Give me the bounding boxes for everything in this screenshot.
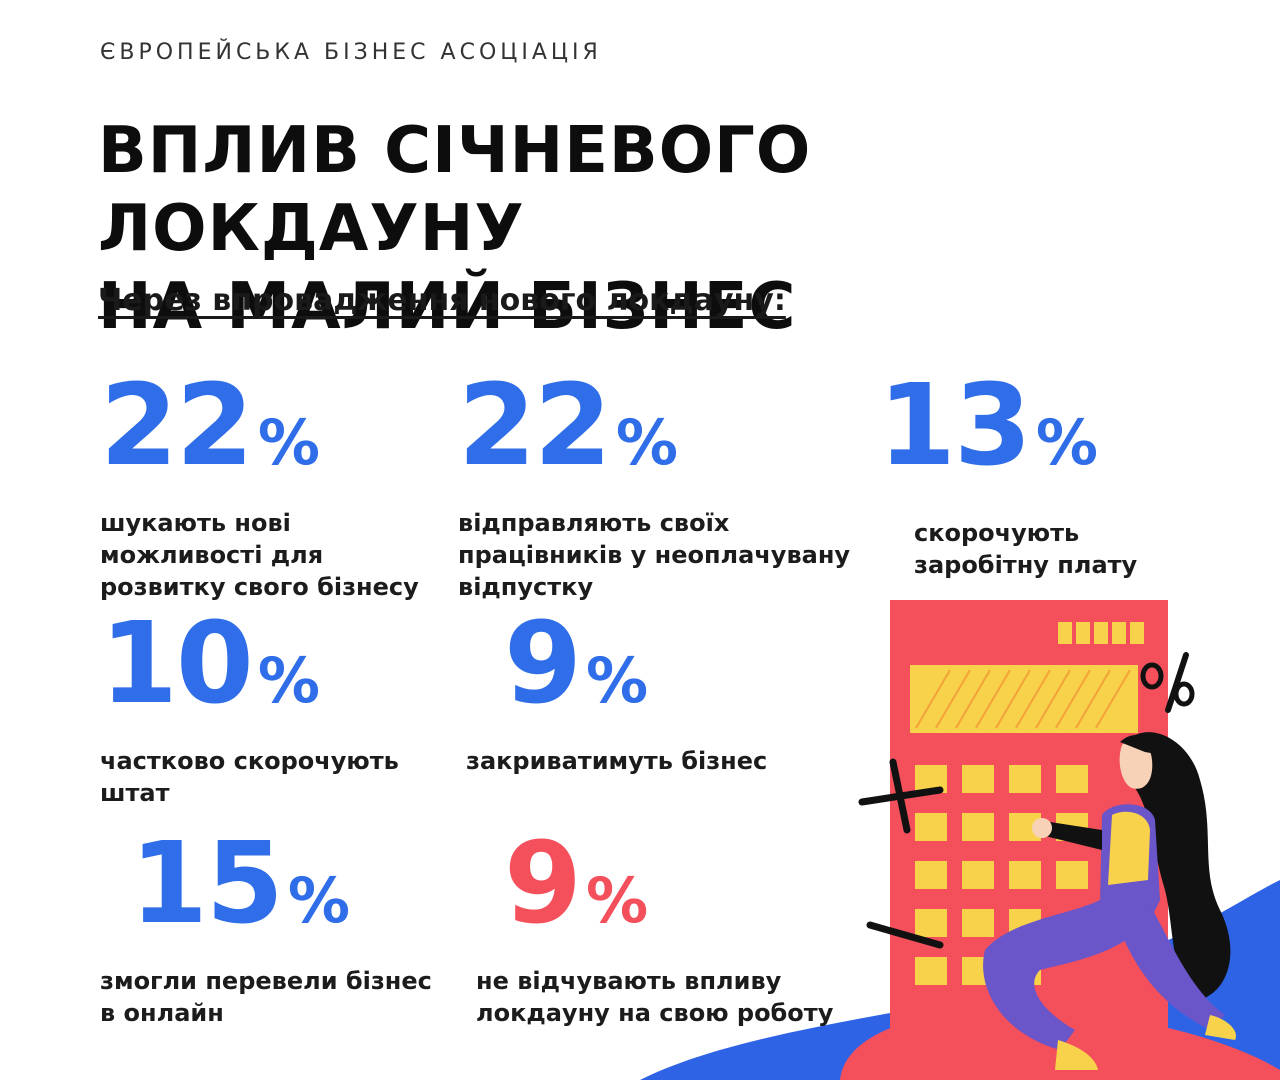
organization-name: ЄВРОПЕЙСЬКА БІЗНЕС АСОЦІАЦІЯ bbox=[100, 40, 602, 65]
stat-value: 22% bbox=[458, 370, 850, 499]
stat-number: 22 bbox=[458, 361, 612, 491]
stat-description-line: штат bbox=[100, 779, 170, 807]
stat-description-line: розвитку свого бізнесу bbox=[100, 573, 419, 601]
stat-number: 9 bbox=[504, 599, 582, 729]
stat-value: 9% bbox=[504, 608, 767, 737]
stat-no-impact: 9% не відчувають впливу локдауну на свою… bbox=[476, 828, 833, 1029]
stat-unit: % bbox=[257, 644, 320, 717]
woman-figure-icon bbox=[983, 732, 1236, 1070]
subtitle: Через впровадження нового локдауну: bbox=[98, 283, 786, 318]
stat-description-line: відправляють своїх bbox=[458, 509, 730, 537]
stat-description-line: заробітну плату bbox=[914, 551, 1138, 579]
stat-value: 22% bbox=[100, 370, 419, 499]
stat-number: 22 bbox=[100, 361, 254, 491]
stat-description-line: відпустку bbox=[458, 573, 594, 601]
stat-description: закриватимуть бізнес bbox=[466, 745, 767, 777]
stat-description: частково скорочують штат bbox=[100, 745, 399, 809]
stat-description-line: шукають нові bbox=[100, 509, 291, 537]
stat-description: шукають нові можливості для розвитку сво… bbox=[100, 507, 419, 603]
percent-sign-icon bbox=[1140, 652, 1195, 713]
stat-description-line: локдауну на свою роботу bbox=[476, 999, 834, 1027]
stat-salary-cuts: 13% скорочують заробітну плату bbox=[878, 370, 1137, 581]
stat-new-opportunities: 22% шукають нові можливості для розвитку… bbox=[100, 370, 419, 603]
stat-description-line: працівників у неоплачувану bbox=[458, 541, 851, 569]
stat-value: 10% bbox=[100, 608, 399, 737]
stat-description: не відчувають впливу локдауну на свою ро… bbox=[476, 965, 833, 1029]
stat-unit: % bbox=[287, 864, 350, 937]
page-title: ВПЛИВ СІЧНЕВОГО ЛОКДАУНУ НА МАЛИЙ БІЗНЕС bbox=[98, 112, 1248, 346]
stat-closing-business: 9% закриватимуть бізнес bbox=[466, 608, 767, 777]
stat-number: 15 bbox=[130, 819, 284, 949]
plus-sign-icon bbox=[858, 758, 944, 834]
stat-value: 13% bbox=[878, 370, 1137, 499]
minus-sign-icon bbox=[866, 921, 944, 949]
stat-number: 13 bbox=[878, 361, 1032, 491]
stat-description-line: скорочують bbox=[914, 519, 1080, 547]
stat-description-line: в онлайн bbox=[100, 999, 224, 1027]
stat-description-line: не відчувають впливу bbox=[476, 967, 782, 995]
stat-description-line: можливості для bbox=[100, 541, 324, 569]
stat-unit: % bbox=[615, 406, 678, 479]
stat-number: 10 bbox=[100, 599, 254, 729]
stat-description: скорочують заробітну плату bbox=[914, 517, 1137, 581]
stat-value: 15% bbox=[130, 828, 432, 957]
stat-description: змогли перевели бізнес в онлайн bbox=[100, 965, 432, 1029]
title-line-2: НА МАЛИЙ БІЗНЕС bbox=[98, 270, 797, 344]
stat-unit: % bbox=[257, 406, 320, 479]
stat-value: 9% bbox=[504, 828, 833, 957]
title-line-1: ВПЛИВ СІЧНЕВОГО ЛОКДАУНУ bbox=[98, 114, 812, 266]
stat-number: 9 bbox=[504, 819, 582, 949]
stat-staff-reduction: 10% частково скорочують штат bbox=[100, 608, 399, 809]
stat-description: відправляють своїх працівників у неоплач… bbox=[458, 507, 850, 603]
stat-moved-online: 15% змогли перевели бізнес в онлайн bbox=[100, 828, 432, 1029]
stat-unit: % bbox=[585, 864, 648, 937]
stat-description-line: закриватимуть бізнес bbox=[466, 747, 768, 775]
stat-description-line: змогли перевели бізнес bbox=[100, 967, 432, 995]
stat-unpaid-leave: 22% відправляють своїх працівників у нео… bbox=[458, 370, 850, 603]
stat-description-line: частково скорочують bbox=[100, 747, 399, 775]
stat-unit: % bbox=[585, 644, 648, 717]
stat-unit: % bbox=[1035, 406, 1098, 479]
